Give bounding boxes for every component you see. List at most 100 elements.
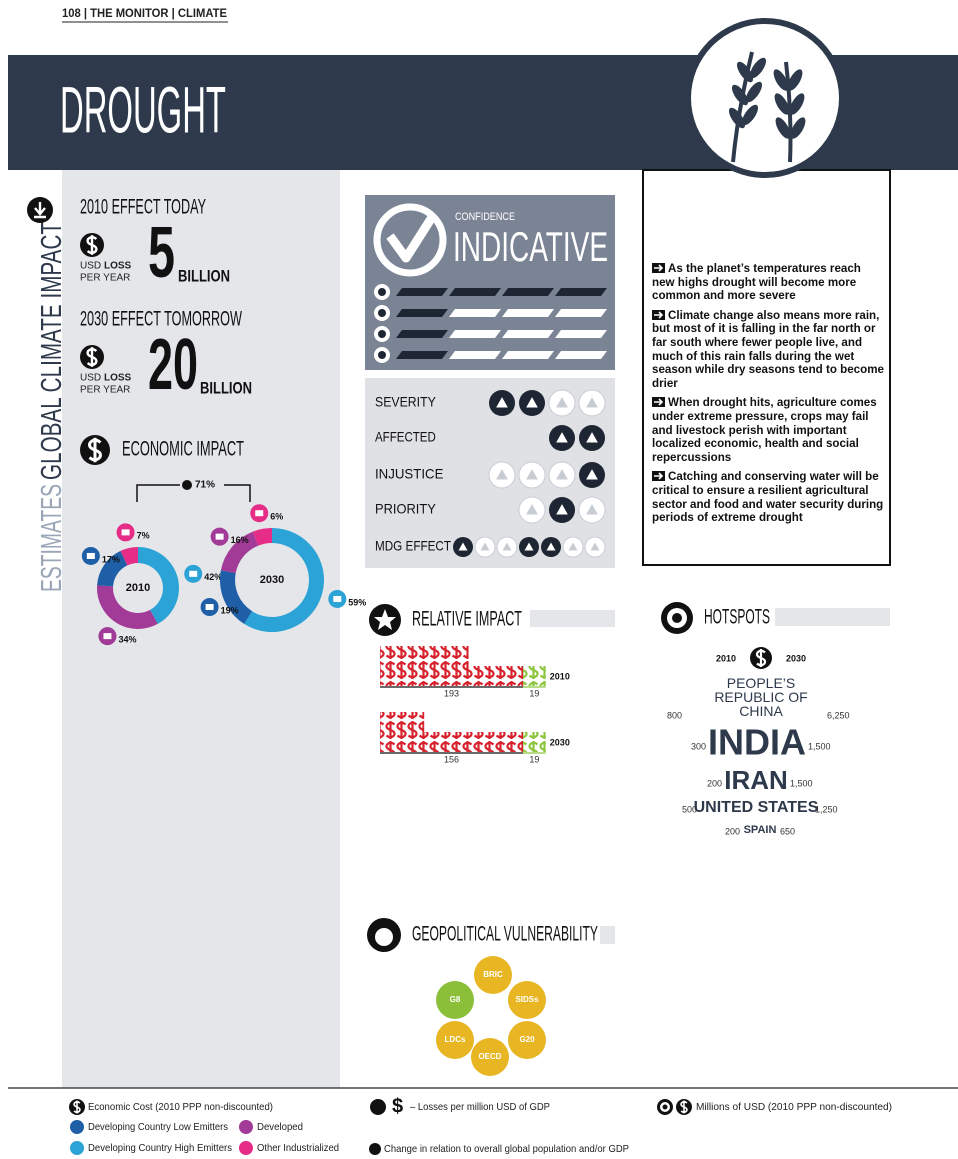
segment-icon-glyph	[333, 595, 342, 602]
bar-segment	[555, 309, 607, 317]
title-bar	[600, 926, 615, 944]
unit-currency: USD	[80, 261, 101, 272]
segment-label: 19%	[221, 605, 239, 615]
rating-icon-glyph	[496, 397, 508, 408]
group-label: G8	[450, 995, 461, 1004]
target-core	[672, 613, 682, 623]
bar-segment	[449, 288, 501, 296]
hotspot-country: INDIA	[708, 722, 806, 763]
bullet-arrow	[652, 309, 665, 320]
hotspot-country: PEOPLE’S REPUBLIC OF CHINA	[714, 675, 808, 719]
group-label: BRIC	[483, 970, 503, 979]
rating-label: INJUSTICE	[375, 466, 443, 482]
rating-icon-glyph	[586, 469, 598, 480]
segment-label: 16%	[231, 535, 249, 545]
confidence-box	[365, 195, 615, 370]
bar-segment	[502, 288, 554, 296]
side-label-prefix: ESTIMATES	[36, 484, 68, 592]
wheat-emblem	[685, 18, 845, 178]
rating-icon-glyph	[586, 432, 598, 443]
dollar-bar	[523, 732, 546, 752]
legend-icon	[370, 1099, 386, 1115]
segment-label: 34%	[118, 635, 136, 645]
section-title: ECONOMIC IMPACT	[122, 438, 244, 461]
rating-icon-glyph	[546, 542, 556, 551]
value-label: 19	[529, 688, 539, 698]
rating-icon-glyph	[526, 469, 538, 480]
dollar-bar	[380, 646, 469, 666]
value-label: 156	[444, 754, 459, 764]
rating-label: PRIORITY	[375, 501, 436, 517]
rating-icon-glyph	[556, 432, 568, 443]
change-label: 71%	[195, 480, 215, 491]
bullet-text: Catching and conserving water will be cr…	[652, 470, 884, 525]
segment-label: 59%	[348, 597, 366, 607]
bullet: When drought hits, agriculture comes und…	[652, 396, 884, 464]
rating-label: AFFECTED	[375, 429, 436, 445]
bar-segment	[555, 288, 607, 296]
title-bar	[775, 608, 890, 626]
unit-loss: LOSS	[104, 373, 132, 384]
donut-segment	[96, 585, 158, 629]
bar-segment	[555, 330, 607, 338]
dollar-bar	[380, 732, 523, 752]
group-circle	[471, 1038, 509, 1076]
bar-icon-glyph	[378, 330, 386, 338]
donut-segment	[220, 570, 253, 624]
legend-icon	[239, 1120, 253, 1134]
rating-icon-glyph	[586, 397, 598, 408]
segment-icon-glyph	[189, 570, 198, 577]
check-icon	[373, 203, 447, 277]
bar-segment	[555, 351, 607, 359]
row-year: 2010	[550, 671, 570, 681]
bullet-arrow	[652, 397, 665, 408]
legend-label: Change in relation to overall global pop…	[384, 1143, 629, 1155]
rating-label: SEVERITY	[375, 394, 436, 410]
legend-symbol: $	[392, 1095, 403, 1117]
donut-segment	[252, 528, 272, 546]
bar-segment	[396, 351, 448, 359]
rating-icon-glyph	[524, 542, 534, 551]
group-circle	[436, 1021, 474, 1059]
rating-icon-glyph	[556, 397, 568, 408]
donut-segment	[220, 531, 259, 574]
segment-icon-glyph	[215, 533, 224, 540]
bullet-text: Climate change also means more rain, but…	[652, 308, 884, 390]
legend-icon	[70, 1141, 84, 1155]
donut-segment	[120, 547, 138, 566]
dollar-bar	[380, 666, 523, 686]
bar-icon-glyph	[378, 288, 386, 296]
hotspot-country: UNITED STATES	[694, 799, 819, 816]
dollar-icon	[80, 233, 104, 257]
donut-segment	[97, 550, 128, 587]
rating-icon-glyph	[526, 504, 538, 515]
hotspot-value: 300	[691, 741, 706, 751]
hotspot-year: 2030	[786, 653, 806, 663]
confidence-label: CONFIDENCE	[455, 211, 515, 223]
group-circle	[436, 981, 474, 1019]
rating-label: MDG EFFECT	[375, 538, 451, 554]
segment-icon-glyph	[86, 552, 95, 559]
bar-segment	[449, 330, 501, 338]
bar-segment	[502, 330, 554, 338]
dollar-icon	[80, 345, 104, 369]
bar-icon-glyph	[378, 309, 386, 317]
bullet: Catching and conserving water will be cr…	[652, 470, 884, 524]
hotspot-value: 1,500	[790, 778, 813, 788]
bracket	[136, 484, 251, 502]
dollar-icon	[676, 1099, 692, 1115]
hotspot-country: SPAIN	[744, 824, 777, 836]
section-title: HOTSPOTS	[704, 606, 770, 629]
value-label: 19	[529, 754, 539, 764]
section-title: RELATIVE IMPACT	[412, 608, 522, 631]
download-icon	[27, 197, 53, 223]
star-glyph	[374, 609, 396, 630]
geo-face	[375, 928, 393, 946]
segment-label: 42%	[204, 572, 222, 582]
bar-segment	[396, 330, 448, 338]
legend-icon	[239, 1141, 253, 1155]
effect-amount: 20	[148, 325, 198, 405]
bar-segment	[449, 351, 501, 359]
section-title: GEOPOLITICAL VULNERABILITY	[412, 923, 598, 946]
